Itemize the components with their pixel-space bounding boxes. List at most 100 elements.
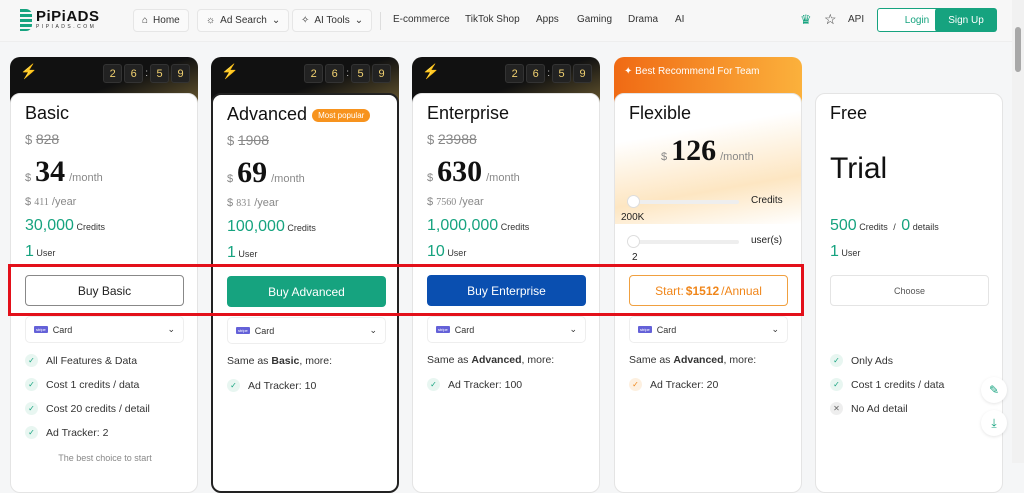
stripe-icon: stripe <box>436 326 450 333</box>
plan-title: Enterprise <box>427 103 510 123</box>
check-icon: ✓ <box>227 379 240 392</box>
nav-link[interactable]: Apps <box>536 14 559 25</box>
payment-select[interactable]: stripe Card ⌄ <box>25 316 184 343</box>
plan-title: Flexible <box>629 103 692 123</box>
plan-note: The best choice to start <box>58 453 152 463</box>
users: 1 User <box>227 244 258 261</box>
feature-item: ✓ Ad Tracker: 2 <box>25 426 108 439</box>
same-as-text: Same as Basic, more: <box>227 355 333 367</box>
card-body: Enterprise $ 23988 $630/month $ 7560 /ye… <box>412 93 600 493</box>
chevron-down-icon: ⌄ <box>771 324 779 334</box>
chevron-down-icon: ⌄ <box>569 324 577 334</box>
start-annual-button[interactable]: Start: $1512 /Annual <box>629 275 788 306</box>
nav-link[interactable]: Gaming <box>577 14 613 25</box>
monthly-price: $126/month <box>661 134 754 167</box>
users-slider[interactable] <box>627 235 739 248</box>
monthly-price: $34/month <box>25 155 103 188</box>
payment-select[interactable]: stripe Card ⌄ <box>629 316 788 343</box>
buy-enterprise-button[interactable]: Buy Enterprise <box>427 275 586 306</box>
chevron-down-icon: ⌄ <box>167 324 175 334</box>
plan-title: Free <box>830 103 868 123</box>
stripe-icon: stripe <box>638 326 652 333</box>
check-icon: ✓ <box>830 354 843 367</box>
card-body: Basic $ 828 $34/month $ 411 /year 30,000… <box>10 93 198 493</box>
users: 1 User <box>830 243 861 260</box>
monthly-price: $630/month <box>427 155 520 188</box>
monthly-price: $69/month <box>227 156 305 189</box>
yearly-price: $ 411 /year <box>25 196 77 208</box>
feature-item: ✓ Ad Tracker: 20 <box>629 378 718 391</box>
download-icon[interactable]: ⤓ <box>981 410 1007 436</box>
yearly-price: $ 7560 /year <box>427 196 484 208</box>
x-icon: ✕ <box>830 402 843 415</box>
buy-basic-button[interactable]: Buy Basic <box>25 275 184 306</box>
credits: 500 Credits / 0 details <box>830 217 939 234</box>
nav-link[interactable]: TikTok Shop <box>465 14 520 25</box>
credits: 30,000 Credits <box>25 217 105 234</box>
top-nav: PiPiADS PIPIADS.COM ⌂ Home ☼ Ad Search ⌄ ✧ AI… <box>0 0 1012 42</box>
chevron-down-icon: ⌄ <box>271 15 281 26</box>
card-body: Flexible $126/month Credits 200K user(s)… <box>614 93 802 493</box>
payment-select[interactable]: stripe Card ⌄ <box>427 316 586 343</box>
stripe-icon: stripe <box>34 326 48 333</box>
plan-card-free: Free Trial 500 Credits / 0 details 1 Use… <box>815 57 1003 493</box>
users-value: 2 <box>632 252 638 263</box>
feature-item: ✓ Cost 20 credits / detail <box>25 402 150 415</box>
lightning-icon: ⚡ <box>20 63 38 79</box>
nav-api[interactable]: API <box>848 14 865 25</box>
highlight-box <box>8 264 804 316</box>
divider <box>380 12 381 30</box>
check-icon: ✓ <box>25 402 38 415</box>
card-body: Advanced Most popular $ 1908 $69/month $… <box>211 93 399 493</box>
nav-ai-tools[interactable]: ✧ AI Tools ⌄ <box>292 9 373 32</box>
nav-link[interactable]: E-commerce <box>393 14 450 25</box>
chevron-down-icon: ⌄ <box>369 325 377 335</box>
nav-link[interactable]: AI <box>675 14 685 25</box>
same-as-text: Same as Advanced, more: <box>629 354 757 366</box>
scrollbar[interactable] <box>1012 0 1024 463</box>
feature-item: ✓ Only Ads <box>830 354 893 367</box>
lightning-icon: ⚡ <box>221 63 239 79</box>
feature-item: ✓ Cost 1 credits / data <box>830 378 944 391</box>
most-popular-badge: Most popular <box>312 108 371 122</box>
scrollbar-thumb[interactable] <box>1015 27 1021 72</box>
payment-select[interactable]: stripe Card ⌄ <box>227 317 386 344</box>
yearly-price: $ 831 /year <box>227 197 279 209</box>
crown-icon[interactable]: ♛ <box>800 12 812 27</box>
nav-link[interactable]: Drama <box>628 14 659 25</box>
star-icon[interactable]: ☆ <box>824 11 837 27</box>
home-icon: ⌂ <box>142 15 149 26</box>
check-icon: ✓ <box>25 354 38 367</box>
original-price: $ 828 <box>25 131 60 147</box>
magic-icon: ✧ <box>301 15 310 26</box>
users: 1 User <box>25 243 56 260</box>
sparkle-icon: ✦ <box>624 66 633 77</box>
nav-ad-search[interactable]: ☼ Ad Search ⌄ <box>197 9 290 32</box>
nav-home[interactable]: ⌂ Home <box>133 9 189 32</box>
card-body: Free Trial 500 Credits / 0 details 1 Use… <box>815 93 1003 493</box>
plan-card-flexible: ✦ Best Recommend For Team Flexible $126/… <box>614 57 802 493</box>
edit-icon[interactable]: ✎ <box>981 377 1007 403</box>
slider-handle[interactable] <box>627 195 640 208</box>
check-icon: ✓ <box>25 426 38 439</box>
buy-advanced-button[interactable]: Buy Advanced <box>227 276 386 307</box>
credits-value: 200K <box>621 212 645 223</box>
choose-button[interactable]: Choose <box>830 275 989 306</box>
feature-item: ✕ No Ad detail <box>830 402 908 415</box>
users-label: user(s) <box>751 235 783 246</box>
check-icon: ✓ <box>427 378 440 391</box>
credits-slider[interactable] <box>627 195 739 208</box>
recommend-ribbon: ✦ Best Recommend For Team <box>624 66 760 77</box>
lightning-icon: ⚡ <box>422 63 440 79</box>
signup-button[interactable]: Sign Up <box>935 8 997 32</box>
slider-handle[interactable] <box>627 235 640 248</box>
logo[interactable]: PiPiADS PIPIADS.COM <box>20 9 100 31</box>
stripe-icon: stripe <box>236 327 250 334</box>
check-icon: ✓ <box>25 378 38 391</box>
lightbulb-icon: ☼ <box>206 15 216 26</box>
chevron-down-icon: ⌄ <box>354 15 364 26</box>
